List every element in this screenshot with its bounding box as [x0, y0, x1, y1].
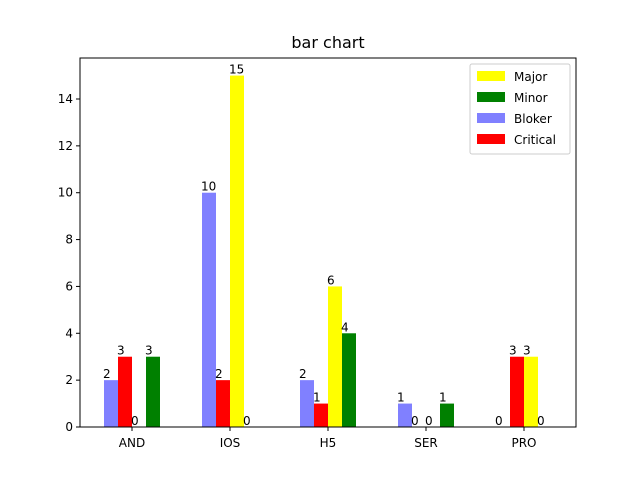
data-label-bloker-and: 2	[103, 367, 111, 381]
bar-critical-ios	[216, 380, 230, 427]
y-tick-label-4: 4	[65, 326, 73, 340]
data-label-critical-h5: 1	[313, 391, 321, 405]
legend-swatch-bloker	[477, 113, 505, 123]
data-label-major-pro: 3	[523, 344, 531, 358]
data-label-bloker-h5: 2	[299, 367, 307, 381]
chart-title: bar chart	[291, 33, 364, 52]
bar-major-ios	[230, 75, 244, 428]
data-label-minor-and: 3	[145, 344, 153, 358]
data-label-critical-pro: 3	[509, 344, 517, 358]
bar-minor-ser	[440, 403, 454, 427]
legend-label-bloker: Bloker	[514, 112, 552, 126]
x-tick-label-pro: PRO	[511, 436, 536, 450]
bar-minor-and	[146, 356, 160, 427]
data-label-critical-and: 3	[117, 344, 125, 358]
bar-major-pro	[524, 356, 538, 427]
data-label-bloker-pro: 0	[495, 414, 503, 428]
y-tick-label-14: 14	[58, 92, 73, 106]
x-tick-label-ser: SER	[414, 436, 438, 450]
bar-minor-h5	[342, 333, 356, 427]
data-label-bloker-ios: 10	[201, 180, 216, 194]
bar-bloker-and	[104, 380, 118, 427]
y-tick-label-2: 2	[65, 373, 73, 387]
bar-bloker-h5	[300, 380, 314, 427]
bars-layer	[104, 75, 538, 428]
bar-critical-h5	[314, 403, 328, 427]
data-label-bloker-ser: 1	[397, 391, 405, 405]
legend-label-critical: Critical	[514, 133, 556, 147]
data-label-major-and: 0	[131, 414, 139, 428]
legend-swatch-minor	[477, 92, 505, 102]
y-tick-label-8: 8	[65, 233, 73, 247]
x-tick-label-h5: H5	[320, 436, 337, 450]
data-label-minor-ios: 0	[243, 414, 251, 428]
bar-critical-and	[118, 356, 132, 427]
data-label-critical-ser: 0	[411, 414, 419, 428]
data-label-minor-h5: 4	[341, 320, 349, 334]
y-tick-label-0: 0	[65, 420, 73, 434]
x-axis: AND IOS H5 SER PRO	[119, 427, 537, 450]
bar-major-h5	[328, 286, 342, 427]
y-axis: 0 2 4 6 8 10 12 14	[58, 92, 80, 434]
legend-label-major: Major	[514, 70, 547, 84]
legend-swatch-major	[477, 71, 505, 81]
y-tick-label-10: 10	[58, 186, 73, 200]
y-tick-label-6: 6	[65, 279, 73, 293]
legend-box	[469, 63, 571, 155]
x-tick-label-ios: IOS	[220, 436, 241, 450]
bar-critical-pro	[510, 356, 524, 427]
data-label-major-h5: 6	[327, 273, 335, 287]
legend-label-minor: Minor	[514, 91, 548, 105]
x-tick-label-and: AND	[119, 436, 145, 450]
y-tick-label-12: 12	[58, 139, 73, 153]
bar-bloker-ios	[202, 192, 216, 427]
data-label-major-ios: 15	[229, 63, 244, 77]
data-label-critical-ios: 2	[215, 367, 223, 381]
data-label-major-ser: 0	[425, 414, 433, 428]
legend: Major Minor Bloker Critical	[469, 63, 571, 155]
legend-swatch-critical	[477, 134, 505, 144]
bar-bloker-ser	[398, 403, 412, 427]
data-label-minor-ser: 1	[439, 391, 447, 405]
data-label-minor-pro: 0	[537, 414, 545, 428]
